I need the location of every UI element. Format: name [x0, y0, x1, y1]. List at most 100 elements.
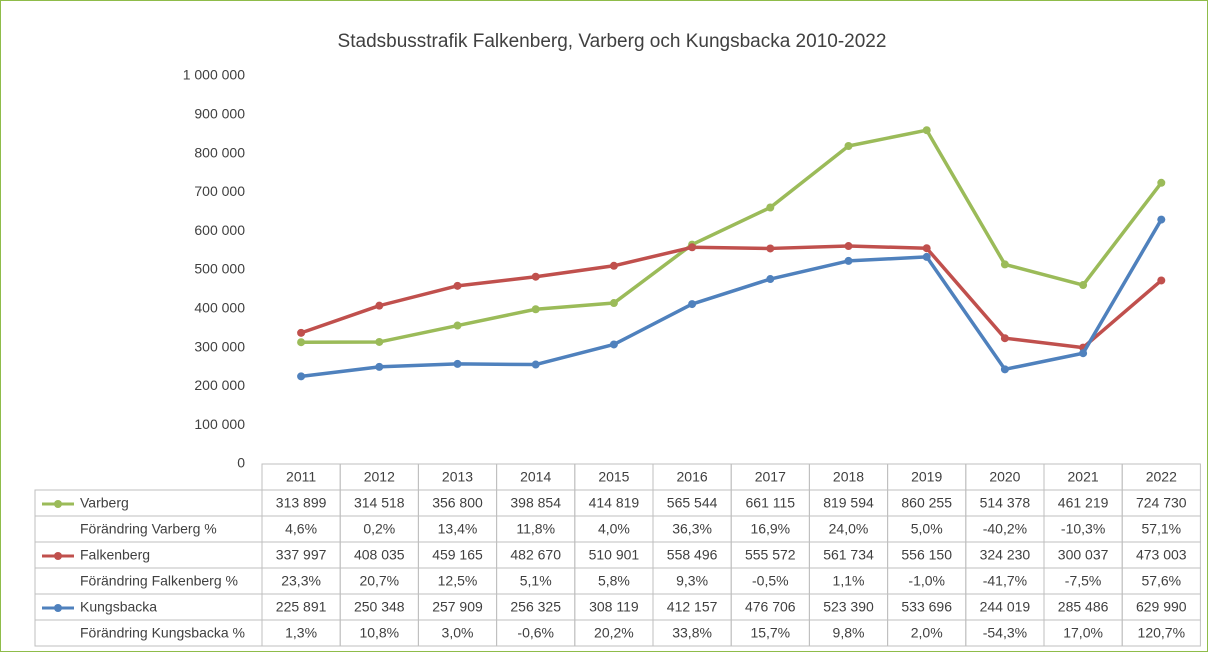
- y-tick-label: 200 000: [194, 377, 245, 393]
- table-value: 3,0%: [442, 625, 474, 641]
- table-value: -40,2%: [983, 521, 1027, 537]
- table-value: 33,8%: [672, 625, 712, 641]
- table-value: 661 115: [746, 495, 796, 511]
- table-value: 257 909: [432, 599, 483, 615]
- table-cell: [1121, 619, 1201, 647]
- x-tick-label: 2012: [364, 469, 395, 485]
- legend-label: Falkenberg: [80, 547, 150, 563]
- data-point: [297, 328, 306, 337]
- x-tick-label: 2014: [520, 469, 551, 485]
- data-point: [1079, 349, 1088, 358]
- y-tick-label: 0: [237, 455, 245, 471]
- table-value: 0,2%: [363, 521, 395, 537]
- table-value: 20,7%: [359, 573, 399, 589]
- table-value: 523 390: [823, 599, 874, 615]
- table-value: 225 891: [276, 599, 327, 615]
- x-tick-label: 2020: [989, 469, 1020, 485]
- data-point: [297, 372, 306, 381]
- table-value: -10,3%: [1061, 521, 1105, 537]
- data-point: [922, 244, 931, 253]
- table-value: 459 165: [432, 547, 483, 563]
- table-value: 819 594: [823, 495, 874, 511]
- data-point: [453, 321, 462, 330]
- y-tick-label: 800 000: [194, 144, 245, 160]
- data-point: [609, 340, 618, 349]
- table-value: 324 230: [980, 547, 1031, 563]
- data-point: [375, 301, 384, 310]
- table-value: 308 119: [589, 599, 639, 615]
- table-value: -54,3%: [983, 625, 1027, 641]
- data-point: [375, 362, 384, 371]
- x-tick-label: 2021: [1068, 469, 1099, 485]
- table-value: 244 019: [980, 599, 1031, 615]
- x-tick-label: 2011: [286, 469, 316, 485]
- table-value: 4,0%: [598, 521, 630, 537]
- table-value: 555 572: [745, 547, 796, 563]
- table-value: 473 003: [1136, 547, 1187, 563]
- row-label: Förändring Kungsbacka %: [80, 625, 245, 641]
- table-value: -41,7%: [983, 573, 1027, 589]
- table-value: 12,5%: [438, 573, 478, 589]
- table-value: 408 035: [354, 547, 405, 563]
- y-tick-label: 700 000: [194, 183, 245, 199]
- table-value: -0,6%: [517, 625, 554, 641]
- table-value: 1,3%: [285, 625, 317, 641]
- table-value: 17,0%: [1063, 625, 1103, 641]
- x-tick-label: 2018: [833, 469, 864, 485]
- data-point: [531, 360, 540, 369]
- table-value: 57,6%: [1141, 573, 1181, 589]
- data-point: [922, 126, 931, 135]
- table-value: 337 997: [276, 547, 327, 563]
- data-point: [766, 244, 775, 253]
- data-point: [844, 242, 853, 251]
- table-value: 9,8%: [833, 625, 865, 641]
- table-value: 482 670: [510, 547, 561, 563]
- data-point: [1157, 276, 1166, 285]
- y-tick-label: 400 000: [194, 300, 245, 316]
- y-tick-label: 300 000: [194, 338, 245, 354]
- table-value: 10,8%: [359, 625, 399, 641]
- data-point: [1000, 365, 1009, 374]
- data-point: [1079, 281, 1088, 290]
- table-value: 533 696: [901, 599, 952, 615]
- x-tick-label: 2022: [1146, 469, 1177, 485]
- table-value: 15,7%: [750, 625, 790, 641]
- table-value: 514 378: [980, 495, 1031, 511]
- x-tick-label: 2015: [598, 469, 629, 485]
- data-point: [844, 256, 853, 265]
- series-line: [301, 128, 1163, 344]
- y-tick-label: 900 000: [194, 106, 245, 122]
- legend-marker: [54, 552, 62, 560]
- table-value: 11,8%: [516, 521, 555, 537]
- data-point: [609, 299, 618, 308]
- data-point: [375, 337, 384, 346]
- table-value: 412 157: [667, 599, 718, 615]
- data-point: [1157, 178, 1166, 187]
- data-point: [531, 305, 540, 314]
- table-value: 5,8%: [598, 573, 630, 589]
- x-tick-label: 2016: [677, 469, 708, 485]
- data-point: [688, 300, 697, 309]
- data-point: [922, 252, 931, 261]
- table-value: 285 486: [1058, 599, 1109, 615]
- series-line: [300, 218, 1163, 379]
- table-value: 5,1%: [520, 573, 552, 589]
- table-value: 356 800: [432, 495, 483, 511]
- data-point: [1000, 334, 1009, 343]
- table-value: 860 255: [901, 495, 952, 511]
- data-point: [1000, 260, 1009, 269]
- table-value: 2,0%: [911, 625, 943, 641]
- y-tick-label: 500 000: [194, 261, 245, 277]
- y-tick-label: 1 000 000: [183, 67, 245, 83]
- table-value: 565 544: [667, 495, 718, 511]
- x-tick-label: 2019: [911, 469, 942, 485]
- legend-marker: [54, 604, 62, 612]
- data-point: [1157, 215, 1166, 224]
- legend-label: Varberg: [80, 495, 129, 511]
- table-value: 461 219: [1058, 495, 1109, 511]
- data-point: [844, 141, 853, 150]
- table-value: 558 496: [667, 547, 718, 563]
- data-point: [453, 281, 462, 290]
- table-value: 300 037: [1058, 547, 1109, 563]
- row-label: Förändring Falkenberg %: [80, 573, 238, 589]
